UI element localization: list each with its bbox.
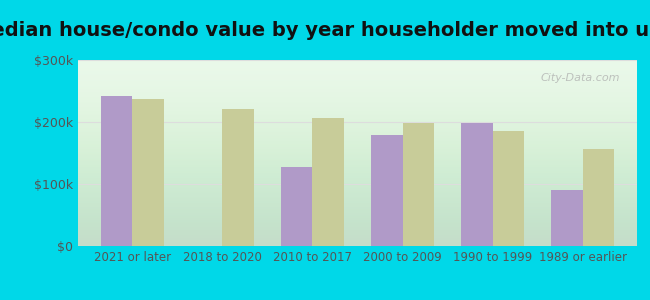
Bar	[222, 109, 254, 246]
Bar	[101, 96, 132, 246]
Bar	[462, 123, 493, 246]
Bar	[132, 99, 164, 246]
Bar	[493, 131, 525, 246]
Bar	[402, 123, 434, 246]
Bar	[371, 135, 402, 246]
Text: City-Data.com: City-Data.com	[541, 73, 620, 83]
Text: Median house/condo value by year householder moved into unit: Median house/condo value by year househo…	[0, 21, 650, 40]
Bar	[583, 149, 614, 246]
Bar	[281, 167, 313, 246]
Bar	[313, 118, 344, 246]
Bar	[551, 190, 583, 246]
